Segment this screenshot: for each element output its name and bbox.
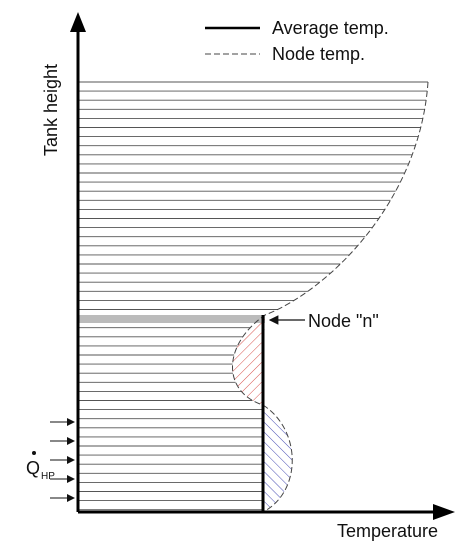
red-hatch [232, 315, 265, 405]
q-dot [32, 451, 36, 455]
legend-average: Average temp. [272, 18, 389, 38]
legend-node: Node temp. [272, 44, 365, 64]
y-axis-label: Tank height [41, 64, 61, 156]
heat-arrows [50, 418, 75, 502]
blue-hatch [263, 405, 293, 512]
node-temp-curve [232, 81, 429, 513]
node-lines [78, 81, 428, 511]
x-arrow [433, 504, 455, 520]
q-subscript: HP [41, 471, 55, 482]
x-axis-label: Temperature [337, 521, 438, 541]
node-label: Node "n" [308, 311, 379, 331]
y-arrow [70, 12, 86, 32]
node-n-band [78, 315, 265, 323]
q-symbol: Q [26, 458, 40, 478]
